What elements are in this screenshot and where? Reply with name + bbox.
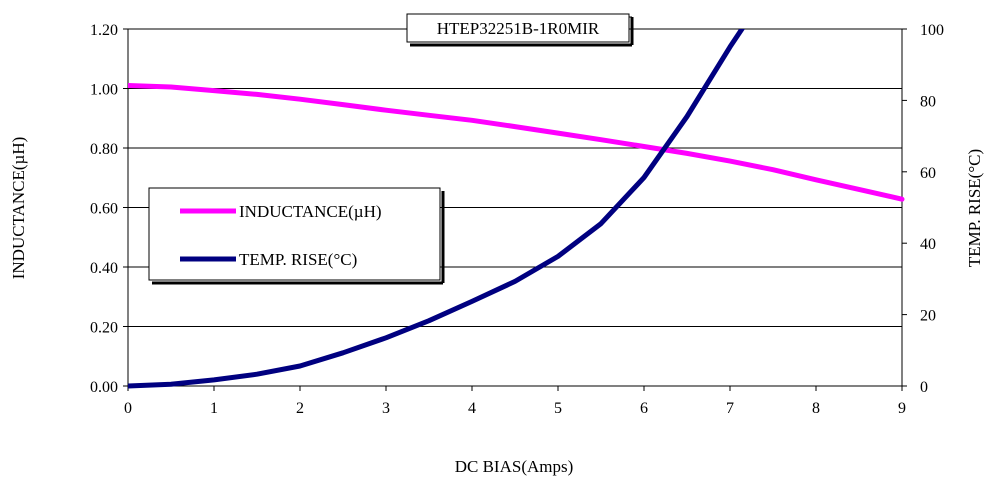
y-tick-label: 1.20 bbox=[90, 22, 118, 39]
y-tick-label: 0.40 bbox=[90, 260, 118, 277]
y2-tick-label: 40 bbox=[920, 236, 936, 253]
y2-tick-label: 20 bbox=[920, 308, 936, 325]
legend-label-temp-rise: TEMP. RISE(°C) bbox=[239, 250, 357, 269]
series-line-temp-rise bbox=[128, 29, 745, 389]
x-axis-title: DC BIAS(Amps) bbox=[455, 457, 574, 476]
y2-axis-title: TEMP. RISE(°C) bbox=[965, 149, 984, 267]
y-tick-label: 0.00 bbox=[90, 379, 118, 396]
y-tick-label: 0.80 bbox=[90, 141, 118, 158]
y2-tick-label: 0 bbox=[920, 379, 928, 396]
legend-label-inductance: INDUCTANCE(µH) bbox=[239, 202, 382, 221]
series-lines bbox=[128, 29, 905, 389]
x-tick-label: 7 bbox=[726, 400, 734, 417]
x-tick-label: 2 bbox=[296, 400, 304, 417]
y2-tick-label: 100 bbox=[920, 22, 944, 39]
x-tick-label: 0 bbox=[124, 400, 132, 417]
x-axis-ticks: 0 1 2 3 4 5 6 7 8 9 bbox=[124, 386, 906, 417]
y2-tick-label: 60 bbox=[920, 165, 936, 182]
y2-axis-ticks: 0 20 40 60 80 100 bbox=[902, 22, 944, 396]
y-tick-label: 1.00 bbox=[90, 82, 118, 99]
x-tick-label: 3 bbox=[382, 400, 390, 417]
chart-title-box: HTEP32251B-1R0MIR bbox=[406, 13, 634, 47]
x-tick-label: 4 bbox=[468, 400, 476, 417]
x-tick-label: 1 bbox=[210, 400, 218, 417]
y-axis-title: INDUCTANCE(µH) bbox=[9, 137, 28, 280]
y-axis-ticks: 0.00 0.20 0.40 0.60 0.80 1.00 1.20 bbox=[90, 22, 128, 396]
x-tick-label: 5 bbox=[554, 400, 562, 417]
x-tick-label: 6 bbox=[640, 400, 648, 417]
x-tick-label: 9 bbox=[898, 400, 906, 417]
legend: INDUCTANCE(µH) TEMP. RISE(°C) bbox=[148, 187, 445, 285]
y2-tick-label: 80 bbox=[920, 93, 936, 110]
y-tick-label: 0.20 bbox=[90, 320, 118, 337]
y-tick-label: 0.60 bbox=[90, 201, 118, 218]
x-tick-label: 8 bbox=[812, 400, 820, 417]
series-line-inductance bbox=[128, 83, 905, 202]
chart-title: HTEP32251B-1R0MIR bbox=[437, 19, 600, 38]
